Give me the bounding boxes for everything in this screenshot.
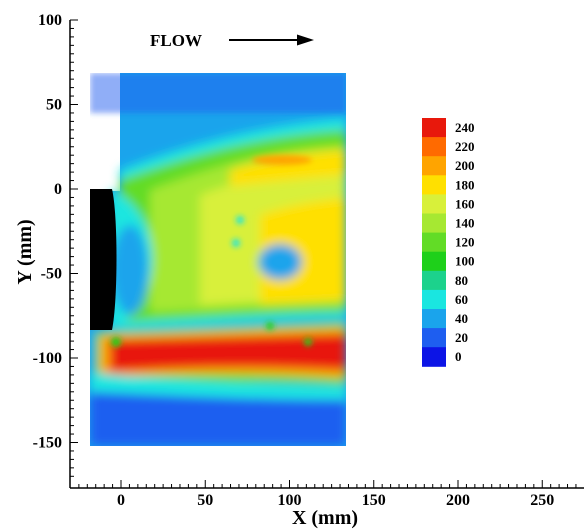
colorbar-swatch (422, 328, 446, 348)
colorbar-swatch (422, 175, 446, 195)
x-axis-label: X (mm) (292, 507, 358, 529)
y-axis-label: Y (mm) (14, 219, 36, 284)
colorbar-swatch (422, 232, 446, 253)
colorbar-label: 120 (455, 235, 475, 250)
colorbar-label: 60 (455, 292, 468, 307)
x-tick-label: 100 (278, 492, 302, 509)
colorbar-label: 220 (455, 139, 475, 154)
y-tick-label: 0 (54, 181, 62, 198)
flow-label: FLOW (150, 31, 202, 50)
colorbar-label: 40 (455, 311, 468, 326)
colorbar-swatch (422, 251, 446, 272)
colorbar-label: 200 (455, 158, 475, 173)
colorbar-label: 140 (455, 216, 475, 231)
colorbar-swatch (422, 347, 446, 367)
contour-field (90, 73, 346, 446)
colorbar-swatch (422, 270, 446, 291)
colorbar-label: 20 (455, 330, 468, 345)
x-tick-label: 150 (362, 492, 386, 509)
colorbar-swatch (422, 289, 446, 310)
x-tick-label: 0 (117, 492, 125, 509)
colorbar-swatch (422, 137, 446, 157)
y-tick-label: 100 (38, 12, 62, 29)
colorbar-swatch (422, 156, 446, 176)
y-tick-label: -50 (41, 266, 62, 283)
flow-arrow (229, 34, 314, 46)
colorbar-swatch (422, 213, 446, 234)
colorbar-swatch (422, 194, 446, 214)
y-tick-label: -100 (33, 350, 62, 367)
colorbar-label: 160 (455, 196, 475, 211)
bluff-body (90, 189, 117, 330)
x-tick-label: 50 (197, 492, 213, 509)
x-tick-label: 200 (446, 492, 470, 509)
colorbar-swatch (422, 118, 446, 138)
colorbar-label: 0 (455, 349, 462, 364)
colorbar-label: 180 (455, 177, 475, 192)
y-tick-label: -150 (33, 435, 62, 452)
colorbar-swatch (422, 309, 446, 329)
colorbar-label: 240 (455, 120, 475, 135)
y-tick-label: 50 (46, 97, 62, 114)
x-tick-label: 250 (530, 492, 554, 509)
colorbar-label: 100 (455, 254, 475, 269)
colorbar-label: 80 (455, 273, 468, 288)
